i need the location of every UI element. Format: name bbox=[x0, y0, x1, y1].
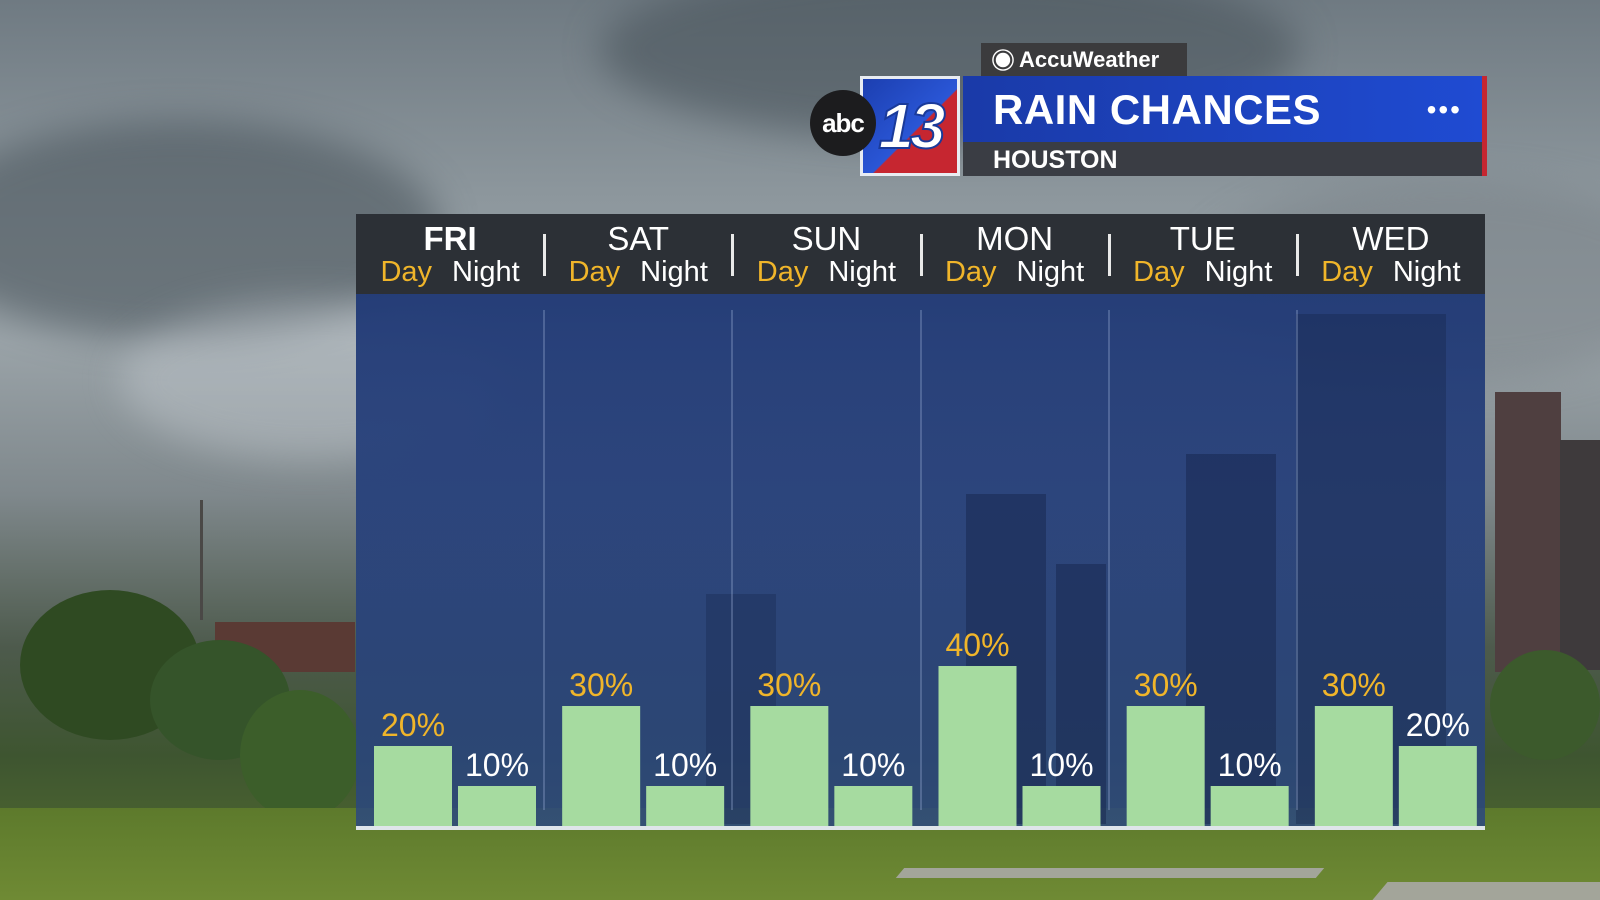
column-separator bbox=[731, 310, 734, 810]
data-label-fri-night: 10% bbox=[465, 747, 529, 783]
period-labels: Day Night bbox=[544, 256, 732, 289]
bar-fri-night bbox=[458, 786, 536, 826]
title-bar: RAIN CHANCES ••• bbox=[963, 76, 1487, 142]
header-separator bbox=[543, 234, 547, 276]
header-separator bbox=[1295, 234, 1299, 276]
header-separator bbox=[731, 234, 735, 276]
bar-tue-night bbox=[1210, 786, 1289, 826]
bar-sun-day bbox=[750, 706, 829, 826]
night-period-label: Night bbox=[1204, 256, 1273, 288]
header-separator bbox=[1107, 234, 1111, 276]
night-period-label: Night bbox=[640, 256, 708, 288]
day-header-sun: SUN Day Night bbox=[732, 214, 920, 294]
rain-chance-chart: FRI Day Night SAT Day Night SUN Day Night MON Day N… bbox=[356, 214, 1485, 830]
night-period-label: Night bbox=[1016, 256, 1085, 288]
column-separator bbox=[543, 310, 546, 810]
day-name: WED bbox=[1352, 220, 1430, 257]
sun-icon bbox=[995, 52, 1011, 68]
data-label-tue-day: 30% bbox=[1134, 667, 1198, 703]
column-separator bbox=[1295, 310, 1298, 810]
bar-mon-night bbox=[1022, 786, 1101, 826]
period-labels: Day Night bbox=[921, 256, 1109, 289]
channel-number: 13 bbox=[877, 89, 946, 163]
station-logo: abc 13 bbox=[810, 76, 962, 176]
day-name: SAT bbox=[607, 220, 670, 257]
location-subtitle: HOUSTON bbox=[993, 146, 1118, 174]
data-label-mon-day: 40% bbox=[945, 627, 1009, 663]
day-header-fri: FRI Day Night bbox=[356, 214, 544, 294]
day-name: TUE bbox=[1169, 220, 1236, 257]
bar-sun-night bbox=[834, 786, 913, 826]
data-label-sat-night: 10% bbox=[653, 747, 717, 783]
column-separator bbox=[919, 310, 922, 810]
header-separator bbox=[919, 234, 923, 276]
day-period-label: Day bbox=[568, 256, 621, 288]
bars-layer: 20% 10% 30% 10% 30% 10% 40% 10% 30% 10% 30% 20% bbox=[374, 627, 1477, 826]
data-label-tue-night: 10% bbox=[1218, 747, 1282, 783]
day-header-tue: TUE Day Night bbox=[1109, 214, 1297, 294]
abc-logo: abc bbox=[810, 90, 876, 156]
data-label-fri-day: 20% bbox=[381, 707, 445, 743]
data-label-sun-night: 10% bbox=[841, 747, 905, 783]
day-period-label: Day bbox=[756, 256, 809, 288]
brand-label: AccuWeather bbox=[1019, 47, 1160, 72]
day-period-label: Day bbox=[1321, 256, 1373, 288]
accuweather-badge: AccuWeather bbox=[981, 43, 1187, 77]
data-label-sun-day: 30% bbox=[757, 667, 821, 703]
day-name: SUN bbox=[791, 220, 862, 257]
day-period-label: Day bbox=[944, 256, 997, 288]
night-period-label: Night bbox=[452, 256, 520, 288]
more-dots-icon: ••• bbox=[1426, 94, 1462, 125]
bar-sat-day bbox=[562, 706, 641, 826]
day-name: MON bbox=[976, 220, 1054, 257]
day-period-label: Day bbox=[1133, 256, 1185, 288]
day-header-sat: SAT Day Night bbox=[544, 214, 732, 294]
bar-fri-day bbox=[374, 746, 452, 826]
period-labels: Day Night bbox=[1297, 256, 1485, 289]
bar-wed-night bbox=[1398, 746, 1477, 826]
channel-13-logo: 13 bbox=[860, 76, 960, 176]
data-label-mon-night: 10% bbox=[1029, 747, 1093, 783]
day-name: FRI bbox=[423, 220, 477, 257]
day-period-label: Day bbox=[380, 256, 433, 288]
period-labels: Day Night bbox=[1109, 256, 1297, 289]
chart-baseline bbox=[356, 826, 1485, 830]
data-label-sat-day: 30% bbox=[569, 667, 633, 703]
bar-tue-day bbox=[1126, 706, 1205, 826]
day-header-wed: WED Day Night bbox=[1297, 214, 1485, 294]
night-period-label: Night bbox=[1392, 256, 1461, 288]
bar-sat-night bbox=[646, 786, 725, 826]
column-separator bbox=[1107, 310, 1110, 810]
period-labels: Day Night bbox=[732, 256, 920, 289]
data-label-wed-day: 30% bbox=[1322, 667, 1386, 703]
page-title: RAIN CHANCES bbox=[993, 86, 1322, 133]
night-period-label: Night bbox=[828, 256, 897, 288]
bar-mon-day bbox=[938, 666, 1017, 826]
period-labels: Day Night bbox=[356, 256, 544, 289]
bar-wed-day bbox=[1314, 706, 1393, 826]
data-label-wed-night: 20% bbox=[1406, 707, 1470, 743]
subtitle-bar: HOUSTON bbox=[963, 142, 1487, 176]
day-header-mon: MON Day Night bbox=[921, 214, 1109, 294]
